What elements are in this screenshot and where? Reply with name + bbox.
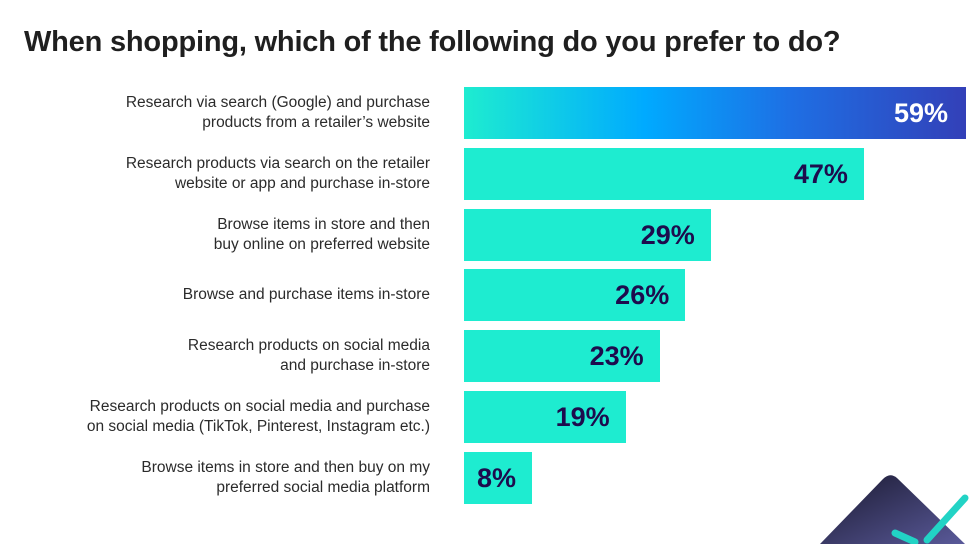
bar: 23% [464,330,660,383]
value-label: 29% [640,219,695,250]
category-label: Research products via search on the reta… [10,148,430,200]
bar: 59% [464,87,966,139]
value-label: 8% [477,462,517,493]
category-label: Research via search (Google) and purchas… [10,87,430,139]
category-label-text: Browse items in store and then buy onlin… [213,215,430,253]
category-label-text: Research products on social media and pu… [187,337,430,375]
chart-title: When shopping, which of the following do… [24,26,841,58]
bar: 47% [464,147,864,200]
phone-illustration [820,475,969,544]
category-label-text: Research via search (Google) and purchas… [125,94,430,131]
category-label: Browse and purchase items in-store [10,269,430,321]
value-label: 59% [893,98,948,128]
value-label: 23% [589,341,644,372]
value-label: 19% [555,402,610,432]
value-label: 26% [615,280,670,311]
category-label: Browse items in store and then buy onlin… [10,209,430,261]
bar: 8% [464,451,533,504]
category-label-text: Research products via search on the reta… [125,154,430,192]
bar: 19% [464,391,626,443]
bar: 26% [464,269,686,322]
category-label-text: Research products on social media and pu… [86,398,430,435]
value-label: 47% [793,158,848,189]
category-label: Browse items in store and then buy on my… [10,452,430,504]
category-label: Research products on social media and pu… [10,330,430,382]
category-label: Research products on social media and pu… [10,391,430,443]
category-label-text: Browse and purchase items in-store [182,286,430,304]
category-label-text: Browse items in store and then buy on my… [141,458,430,496]
bar: 29% [464,208,711,261]
